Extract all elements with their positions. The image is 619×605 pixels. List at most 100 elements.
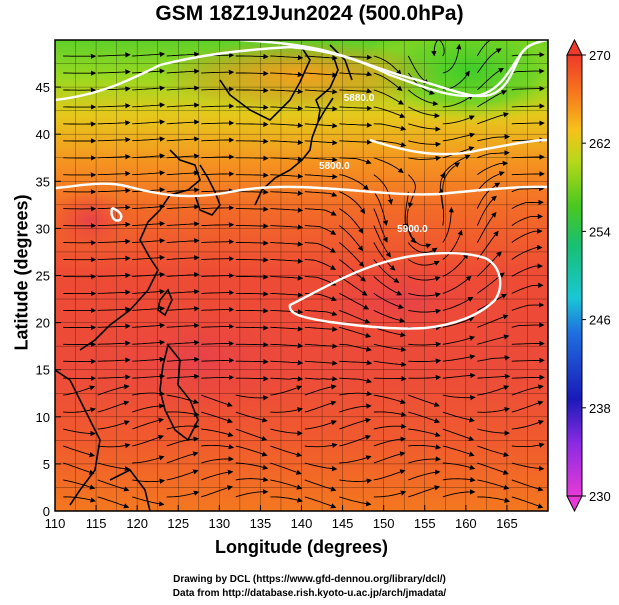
- streamline: [235, 104, 269, 111]
- streamline: [477, 334, 510, 345]
- streamline: [166, 170, 200, 176]
- streamline: [201, 444, 235, 450]
- streamline: [476, 251, 502, 277]
- streamline: [476, 48, 502, 74]
- streamline: [339, 496, 372, 507]
- streamline: [339, 157, 372, 165]
- streamline: [235, 342, 269, 348]
- coast-borneo: [109, 468, 151, 511]
- streamline: [373, 208, 388, 243]
- streamline: [270, 224, 304, 230]
- streamline: [166, 136, 200, 142]
- streamline: [166, 221, 200, 227]
- streamline: [132, 356, 166, 363]
- warm-region-east: [290, 255, 510, 345]
- streamline: [304, 72, 338, 78]
- streamline: [339, 105, 373, 111]
- colorbar-tick-label: 238: [589, 401, 611, 416]
- streamline: [511, 120, 545, 126]
- streamline: [304, 156, 338, 163]
- y-tick-label: 30: [36, 221, 50, 236]
- streamline: [270, 190, 304, 196]
- streamline: [235, 206, 269, 212]
- streamline: [304, 442, 338, 449]
- streamline: [97, 374, 131, 380]
- streamline: [442, 316, 475, 328]
- streamline: [201, 154, 235, 160]
- streamline: [442, 445, 475, 457]
- streamline: [339, 309, 371, 324]
- streamline: [373, 191, 388, 226]
- streamline: [442, 154, 471, 175]
- streamline: [97, 340, 131, 346]
- streamline: [442, 132, 476, 142]
- streamline: [97, 289, 131, 295]
- streamline: [408, 374, 442, 381]
- streamline: [477, 479, 510, 490]
- streamline: [511, 302, 545, 311]
- coast-taiwan: [157, 288, 173, 317]
- streamline: [201, 357, 235, 364]
- colorbar: 230 238 246 254 262 270: [566, 38, 611, 513]
- streamline: [201, 456, 234, 464]
- streamline: [270, 71, 304, 78]
- streamline: [132, 390, 165, 397]
- x-tick-label: 115: [86, 516, 107, 531]
- streamline: [408, 411, 440, 424]
- streamline: [97, 136, 131, 143]
- streamline: [201, 239, 235, 245]
- streamline: [304, 259, 336, 270]
- streamline: [270, 275, 304, 281]
- streamline: [201, 188, 235, 194]
- coast-korea: [194, 164, 221, 216]
- streamline: [201, 103, 235, 109]
- streamline: [235, 375, 269, 382]
- streamline: [408, 155, 442, 162]
- streamline: [339, 191, 366, 214]
- streamline: [132, 434, 164, 447]
- streamline: [270, 258, 304, 264]
- colorbar-ticks: 230 238 246 254 262 270: [582, 48, 611, 504]
- coast-japan: [254, 57, 339, 206]
- streamline: [166, 339, 200, 346]
- streamline: [270, 122, 304, 129]
- streamline: [132, 119, 166, 125]
- streamline: [304, 55, 338, 61]
- streamline: [402, 191, 409, 229]
- streamline: [304, 191, 338, 197]
- streamline: [132, 153, 166, 159]
- streamline: [442, 411, 475, 423]
- streamline: [97, 120, 131, 126]
- streamline: [408, 308, 442, 314]
- streamline: [511, 384, 544, 396]
- streamline: [63, 385, 96, 396]
- contour-labels: 5880.0 5800.0 5900.0: [319, 93, 428, 235]
- streamline: [477, 112, 509, 125]
- streamline: [132, 238, 166, 244]
- streamline: [235, 70, 269, 77]
- streamline: [511, 228, 543, 243]
- streamline: [373, 174, 393, 205]
- streamline: [339, 259, 366, 282]
- streamline: [304, 479, 337, 492]
- streamline: [442, 394, 476, 401]
- streamline: [511, 462, 545, 472]
- streamline: [132, 322, 166, 329]
- streamline: [477, 90, 508, 108]
- colorbar-min-triangle: [566, 495, 583, 513]
- streamline: [339, 242, 365, 268]
- y-tick-label: 35: [36, 174, 50, 189]
- streamline: [407, 174, 416, 209]
- streamline: [270, 376, 304, 382]
- streamline: [511, 185, 545, 193]
- contour-5900-west: [110, 206, 123, 222]
- streamline: [235, 223, 269, 229]
- streamline: [339, 225, 364, 252]
- streamline: [476, 182, 501, 209]
- streamline: [304, 420, 337, 430]
- y-tick-label: 45: [36, 80, 50, 95]
- streamline: [477, 462, 509, 475]
- streamline: [201, 411, 233, 424]
- streamline: [373, 360, 407, 368]
- streamline: [511, 85, 545, 92]
